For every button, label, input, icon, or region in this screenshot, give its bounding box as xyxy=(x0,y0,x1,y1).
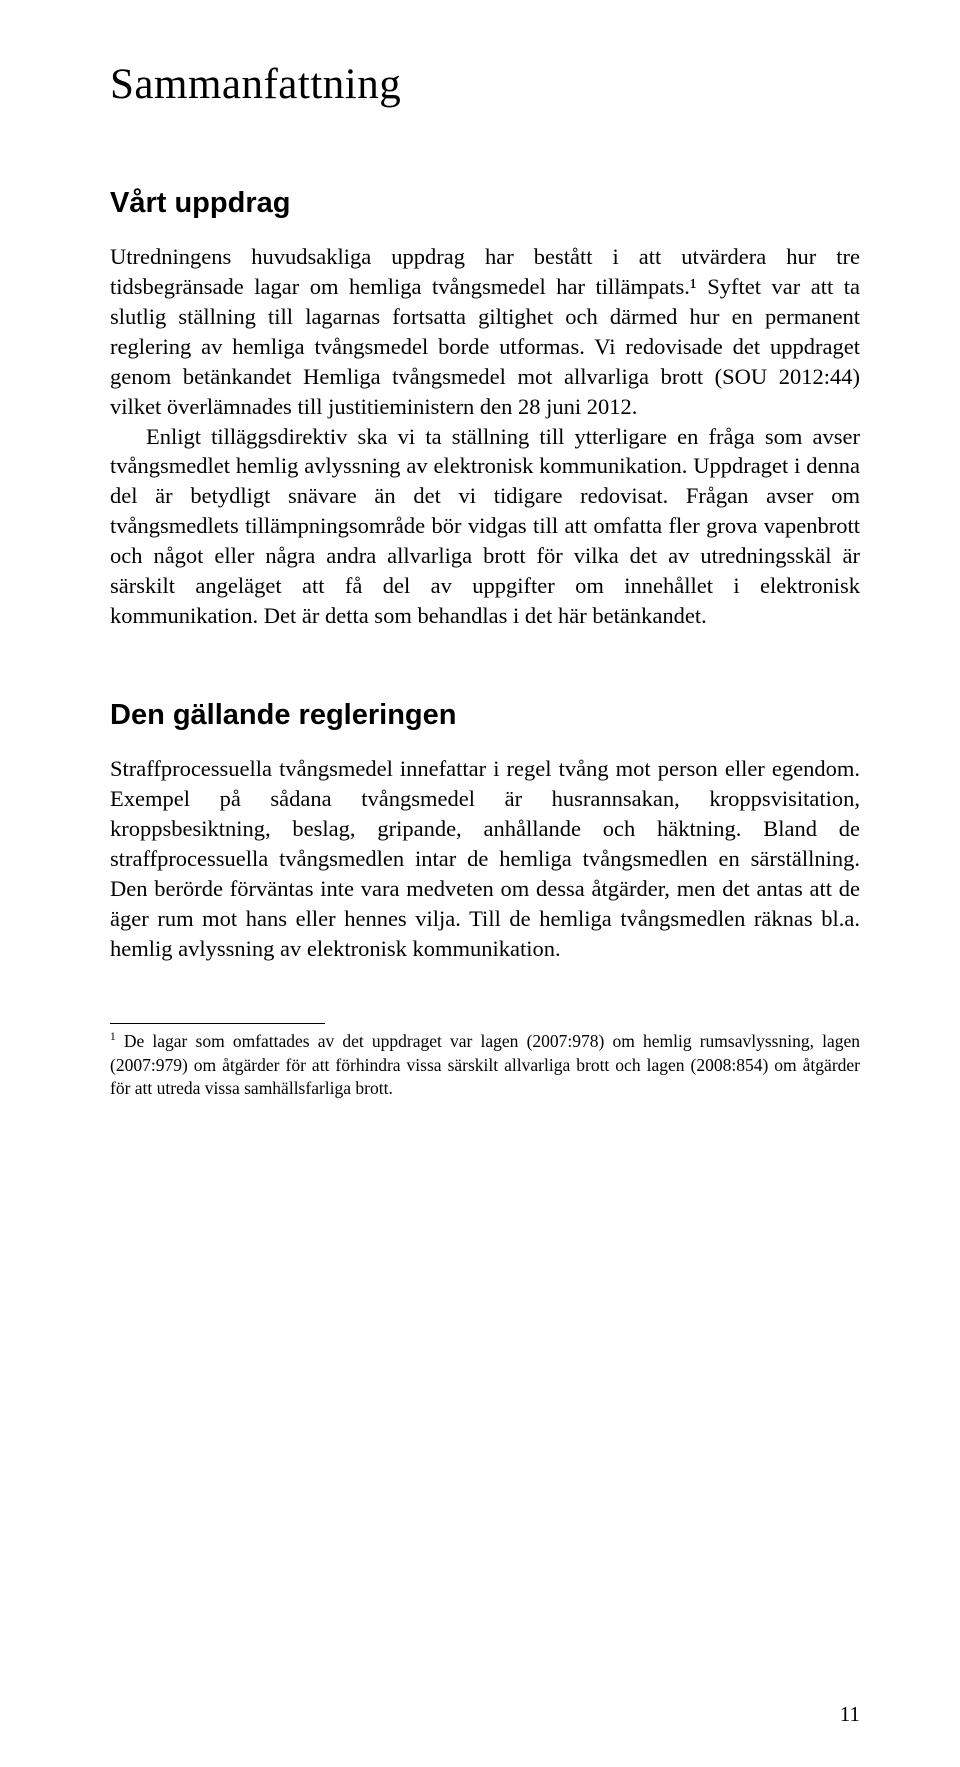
section-vart-uppdrag: Vårt uppdrag Utredningens huvudsakliga u… xyxy=(110,187,860,631)
paragraph: Utredningens huvudsakliga uppdrag har be… xyxy=(110,242,860,422)
section-heading: Vårt uppdrag xyxy=(110,187,860,220)
footnote-separator xyxy=(110,1023,325,1024)
footnote-marker: 1 xyxy=(110,1032,116,1044)
footnote-text: 1 De lagar som omfattades av det uppdrag… xyxy=(110,1030,860,1099)
document-page: Sammanfattning Vårt uppdrag Utredningens… xyxy=(0,0,960,1767)
section-heading: Den gällande regleringen xyxy=(110,699,860,732)
page-number: 11 xyxy=(840,1702,860,1727)
footnote-body: De lagar som omfattades av det uppdraget… xyxy=(110,1031,860,1097)
paragraph: Enligt tilläggsdirektiv ska vi ta ställn… xyxy=(110,422,860,631)
document-title: Sammanfattning xyxy=(110,60,860,109)
section-den-gallande-regleringen: Den gällande regleringen Straffprocessue… xyxy=(110,699,860,963)
paragraph: Straffprocessuella tvångsmedel innefatta… xyxy=(110,754,860,963)
